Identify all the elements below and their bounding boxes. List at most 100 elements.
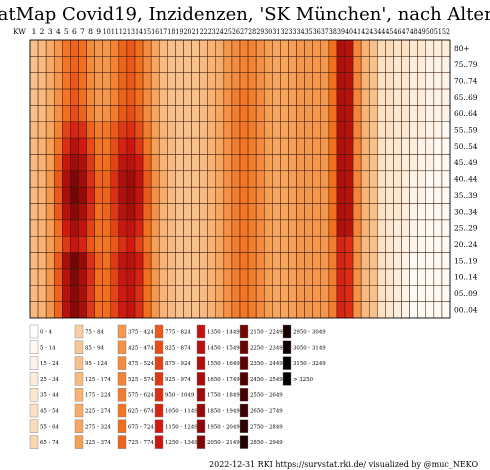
heatmap-cell: [352, 154, 362, 172]
heatmap-cell: [126, 170, 136, 188]
heatmap-cell: [255, 137, 265, 155]
heatmap-cell: [142, 170, 152, 188]
heatmap-cell: [126, 137, 136, 155]
heatmap-cell: [29, 72, 39, 90]
heatmap-cell: [207, 235, 217, 253]
heatmap-cell: [288, 105, 297, 123]
heatmap-cell: [377, 203, 386, 221]
heatmap-cell: [360, 39, 370, 57]
x-tick-label: 20: [184, 27, 192, 36]
heatmap-cell: [94, 88, 103, 106]
heatmap-cell: [352, 219, 362, 237]
heatmap-cell: [118, 154, 128, 172]
heatmap-cell: [368, 186, 378, 204]
heatmap-cell: [344, 88, 354, 106]
heatmap-cell: [255, 301, 265, 319]
heatmap-cell: [37, 235, 47, 253]
x-tick-label: 44: [377, 27, 385, 36]
heatmap-cell: [191, 301, 200, 319]
heatmap-cell: [37, 268, 47, 286]
heatmap-cell: [134, 268, 144, 286]
heatmap-cell: [352, 235, 362, 253]
heatmap-cell: [62, 154, 71, 172]
heatmap-cell: [352, 137, 362, 155]
heatmap-cell: [183, 88, 192, 106]
heatmap-cell: [86, 252, 95, 270]
heatmap-cell: [29, 105, 39, 123]
heatmap-cell: [377, 235, 386, 253]
x-tick-label: 32: [280, 27, 288, 36]
heatmap-cell: [425, 105, 435, 123]
heatmap-cell: [263, 252, 273, 270]
heatmap-cell: [352, 285, 362, 302]
heatmap-cell: [263, 154, 273, 172]
heatmap-cell: [142, 88, 152, 106]
heatmap-cell: [110, 137, 120, 155]
heatmap-cell: [94, 154, 103, 172]
heatmap-cell: [86, 121, 95, 139]
heatmap-cell: [280, 186, 289, 204]
heatmap-cell: [296, 285, 305, 302]
heatmap-cell: [70, 252, 79, 270]
heatmap-cell: [336, 121, 346, 139]
heatmap-cell: [191, 170, 200, 188]
x-tick-label: 48: [410, 27, 418, 36]
heatmap-cell: [53, 203, 63, 221]
heatmap-cell: [29, 39, 39, 57]
heatmap-cell: [328, 268, 338, 286]
heatmap-cell: [288, 72, 297, 90]
heatmap-cell: [385, 170, 394, 188]
heatmap-cell: [175, 121, 184, 139]
heatmap-cell: [441, 121, 451, 139]
heatmap-cell: [231, 88, 241, 106]
heatmap-cell: [296, 170, 305, 188]
heatmap-cell: [118, 121, 128, 139]
x-tick-label: 1: [32, 27, 37, 36]
heatmap-cell: [45, 268, 55, 286]
heatmap-cell: [352, 268, 362, 286]
heatmap-cell: [215, 105, 225, 123]
x-tick-label: 37: [321, 27, 329, 36]
heatmap-cell: [191, 72, 200, 90]
heatmap-cell: [255, 219, 265, 237]
heatmap-cell: [78, 105, 87, 123]
heatmap-cell: [433, 235, 443, 253]
heatmap-cell: [344, 219, 354, 237]
heatmap-cell: [150, 170, 160, 188]
heatmap-cell: [417, 219, 427, 237]
heatmap-cell: [352, 72, 362, 90]
heatmap-cell: [158, 219, 168, 237]
x-tick-label: 6: [72, 27, 77, 36]
x-tick-label: 49: [418, 27, 426, 36]
heatmap-cell: [263, 137, 273, 155]
heatmap-cell: [368, 137, 378, 155]
heatmap-cell: [352, 186, 362, 204]
heatmap-cell: [336, 186, 346, 204]
legend-label: 475 - 524: [128, 361, 154, 367]
heatmap-cell: [263, 285, 273, 302]
heatmap-cell: [199, 203, 208, 221]
heatmap-cell: [29, 203, 39, 221]
x-tick-label: 29: [256, 27, 264, 36]
heatmap-cell: [37, 72, 47, 90]
x-tick-label: 50: [426, 27, 434, 36]
heatmap-cell: [126, 219, 136, 237]
heatmap-cell: [280, 121, 289, 139]
heatmap-cell: [328, 203, 338, 221]
heatmap-cell: [37, 154, 47, 172]
heatmap-cell: [118, 39, 128, 57]
legend-swatch: [239, 419, 249, 433]
heatmap-cell: [78, 285, 87, 302]
heatmap-cell: [433, 154, 443, 172]
heatmap-cell: [62, 137, 71, 155]
heatmap-cell: [247, 39, 257, 57]
heatmap-cell: [167, 72, 176, 90]
heatmap-cell: [134, 137, 144, 155]
heatmap-cell: [231, 170, 241, 188]
heatmap-cell: [409, 219, 418, 237]
heatmap-cell: [263, 203, 273, 221]
heatmap-cell: [288, 219, 297, 237]
heatmap-cell: [425, 219, 435, 237]
heatmap-cell: [53, 88, 63, 106]
heatmap-cell: [158, 301, 168, 319]
